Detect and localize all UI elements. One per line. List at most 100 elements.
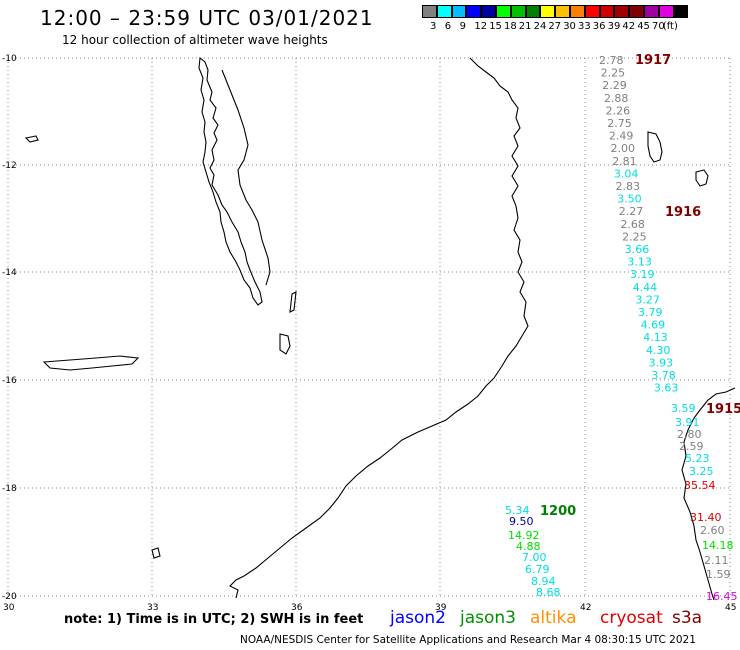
scale-label: 12 bbox=[474, 21, 488, 32]
wave-height-value: 4.13 bbox=[643, 331, 668, 344]
wave-height-value: 2.81 bbox=[612, 155, 637, 168]
lon-label: 36 bbox=[291, 603, 303, 613]
wave-height-value: 2.75 bbox=[607, 117, 632, 130]
wave-height-value: 31.40 bbox=[690, 511, 722, 524]
wave-height-value: 5.34 bbox=[505, 504, 530, 517]
scale-label: 24 bbox=[533, 21, 547, 32]
track-time-label: 1917 bbox=[635, 53, 671, 68]
lat-label: -10 bbox=[2, 54, 17, 64]
scale-swatch bbox=[599, 5, 615, 18]
legend-item-s3a: s3a bbox=[672, 608, 703, 628]
scale-label: (ft) bbox=[662, 21, 678, 32]
legend-item-cryosat: cryosat bbox=[600, 608, 663, 628]
scale-swatch bbox=[436, 5, 452, 18]
wave-height-value: 2.78 bbox=[599, 54, 624, 67]
wave-height-value: 3.04 bbox=[614, 167, 639, 180]
scale-swatch bbox=[584, 5, 600, 18]
wave-height-value: 3.79 bbox=[638, 306, 663, 319]
scale-label: 45 bbox=[637, 21, 650, 32]
color-scale bbox=[422, 5, 689, 18]
wave-height-value: 2.49 bbox=[609, 130, 634, 143]
inland-river bbox=[289, 291, 297, 313]
comoros-island bbox=[647, 131, 663, 163]
lon-label: 30 bbox=[3, 603, 15, 613]
wave-height-value: 3.25 bbox=[689, 465, 714, 478]
wave-height-value: 2.59 bbox=[679, 440, 704, 453]
wave-height-value: 3.19 bbox=[630, 268, 655, 281]
scale-swatch bbox=[495, 5, 511, 18]
wave-height-value: 3.66 bbox=[625, 243, 650, 256]
legend-item-altika: altika bbox=[530, 608, 577, 628]
altimeter-tracks: 2.782.252.292.882.262.752.492.002.813.04… bbox=[505, 53, 740, 603]
scale-swatch bbox=[658, 5, 674, 18]
lon-label: 42 bbox=[580, 603, 591, 613]
wave-height-value: 3.91 bbox=[675, 416, 700, 429]
wave-height-value: 35.54 bbox=[684, 479, 716, 492]
wave-height-value: 3.78 bbox=[651, 369, 676, 382]
page-title: 12:00 – 23:59 UTC 03/01/2021 bbox=[40, 6, 374, 30]
scale-swatch bbox=[466, 5, 482, 18]
wave-height-value: 16.45 bbox=[706, 590, 738, 603]
wave-height-value: 5.23 bbox=[685, 452, 710, 465]
wave-height-value: 9.50 bbox=[509, 515, 534, 528]
scale-label: 21 bbox=[518, 21, 532, 32]
scale-label: 15 bbox=[489, 21, 502, 32]
scale-swatch bbox=[540, 5, 556, 18]
inland-lake-south bbox=[151, 547, 161, 559]
mozambique-coast bbox=[229, 57, 529, 599]
scale-swatch bbox=[569, 5, 585, 18]
wave-height-value: 2.00 bbox=[611, 142, 636, 155]
wave-height-value: 7.00 bbox=[522, 551, 547, 564]
wave-height-value: 3.93 bbox=[649, 356, 674, 369]
lon-label: 45 bbox=[725, 603, 736, 613]
scale-label: 27 bbox=[548, 21, 562, 32]
lat-label: -14 bbox=[2, 268, 17, 278]
wave-height-value: 14.92 bbox=[508, 529, 540, 542]
zambia-lake bbox=[42, 355, 140, 371]
coastline bbox=[24, 56, 736, 601]
scale-label: 6 bbox=[444, 21, 452, 32]
scale-label: 3 bbox=[430, 21, 437, 32]
wave-height-value: 8.94 bbox=[531, 575, 556, 588]
scale-swatch bbox=[614, 5, 630, 18]
wave-height-value: 3.59 bbox=[671, 402, 696, 415]
wave-height-value: 6.79 bbox=[525, 563, 550, 576]
scale-swatch bbox=[673, 5, 689, 18]
footer-note: note: 1) Time is in UTC; 2) SWH is in fe… bbox=[64, 612, 364, 627]
inland-lake bbox=[279, 333, 291, 355]
scale-swatch bbox=[422, 5, 437, 18]
legend-item-jason2: jason2 bbox=[390, 608, 446, 628]
wave-height-value: 2.60 bbox=[700, 524, 725, 537]
graticule bbox=[7, 57, 731, 597]
scale-label: 70 bbox=[652, 21, 665, 32]
legend-item-jason3: jason3 bbox=[460, 608, 516, 628]
scale-label: 36 bbox=[592, 21, 606, 32]
wave-height-value: 4.30 bbox=[646, 344, 671, 357]
scale-swatch bbox=[525, 5, 541, 18]
wave-height-value: 4.44 bbox=[633, 281, 658, 294]
wave-height-value: 2.25 bbox=[601, 67, 626, 80]
lat-label: -18 bbox=[2, 484, 17, 494]
wave-height-value: 3.50 bbox=[617, 193, 642, 206]
wave-height-value: 2.25 bbox=[622, 230, 647, 243]
madagascar-coast bbox=[681, 387, 736, 601]
lake-malawi bbox=[198, 56, 263, 306]
wave-height-value: 3.13 bbox=[627, 256, 652, 269]
lake-malawi-east-shore bbox=[221, 69, 271, 286]
scale-label: 30 bbox=[563, 21, 576, 32]
wave-height-value: 8.68 bbox=[536, 586, 561, 599]
lat-label: -16 bbox=[2, 376, 17, 386]
inland-lake-small bbox=[24, 135, 39, 143]
scale-label: 42 bbox=[622, 21, 636, 32]
lat-label: -12 bbox=[2, 161, 17, 171]
scale-label: 39 bbox=[607, 21, 621, 32]
track-time-label: 1915 bbox=[706, 402, 740, 417]
track-time-label: 1200 bbox=[540, 504, 576, 519]
wave-height-value: 3.63 bbox=[654, 382, 679, 395]
lon-label: 33 bbox=[147, 603, 158, 613]
scale-label: 18 bbox=[504, 21, 517, 32]
footer-credit: NOAA/NESDIS Center for Satellite Applica… bbox=[240, 634, 696, 646]
wave-height-value: 2.26 bbox=[606, 104, 631, 117]
